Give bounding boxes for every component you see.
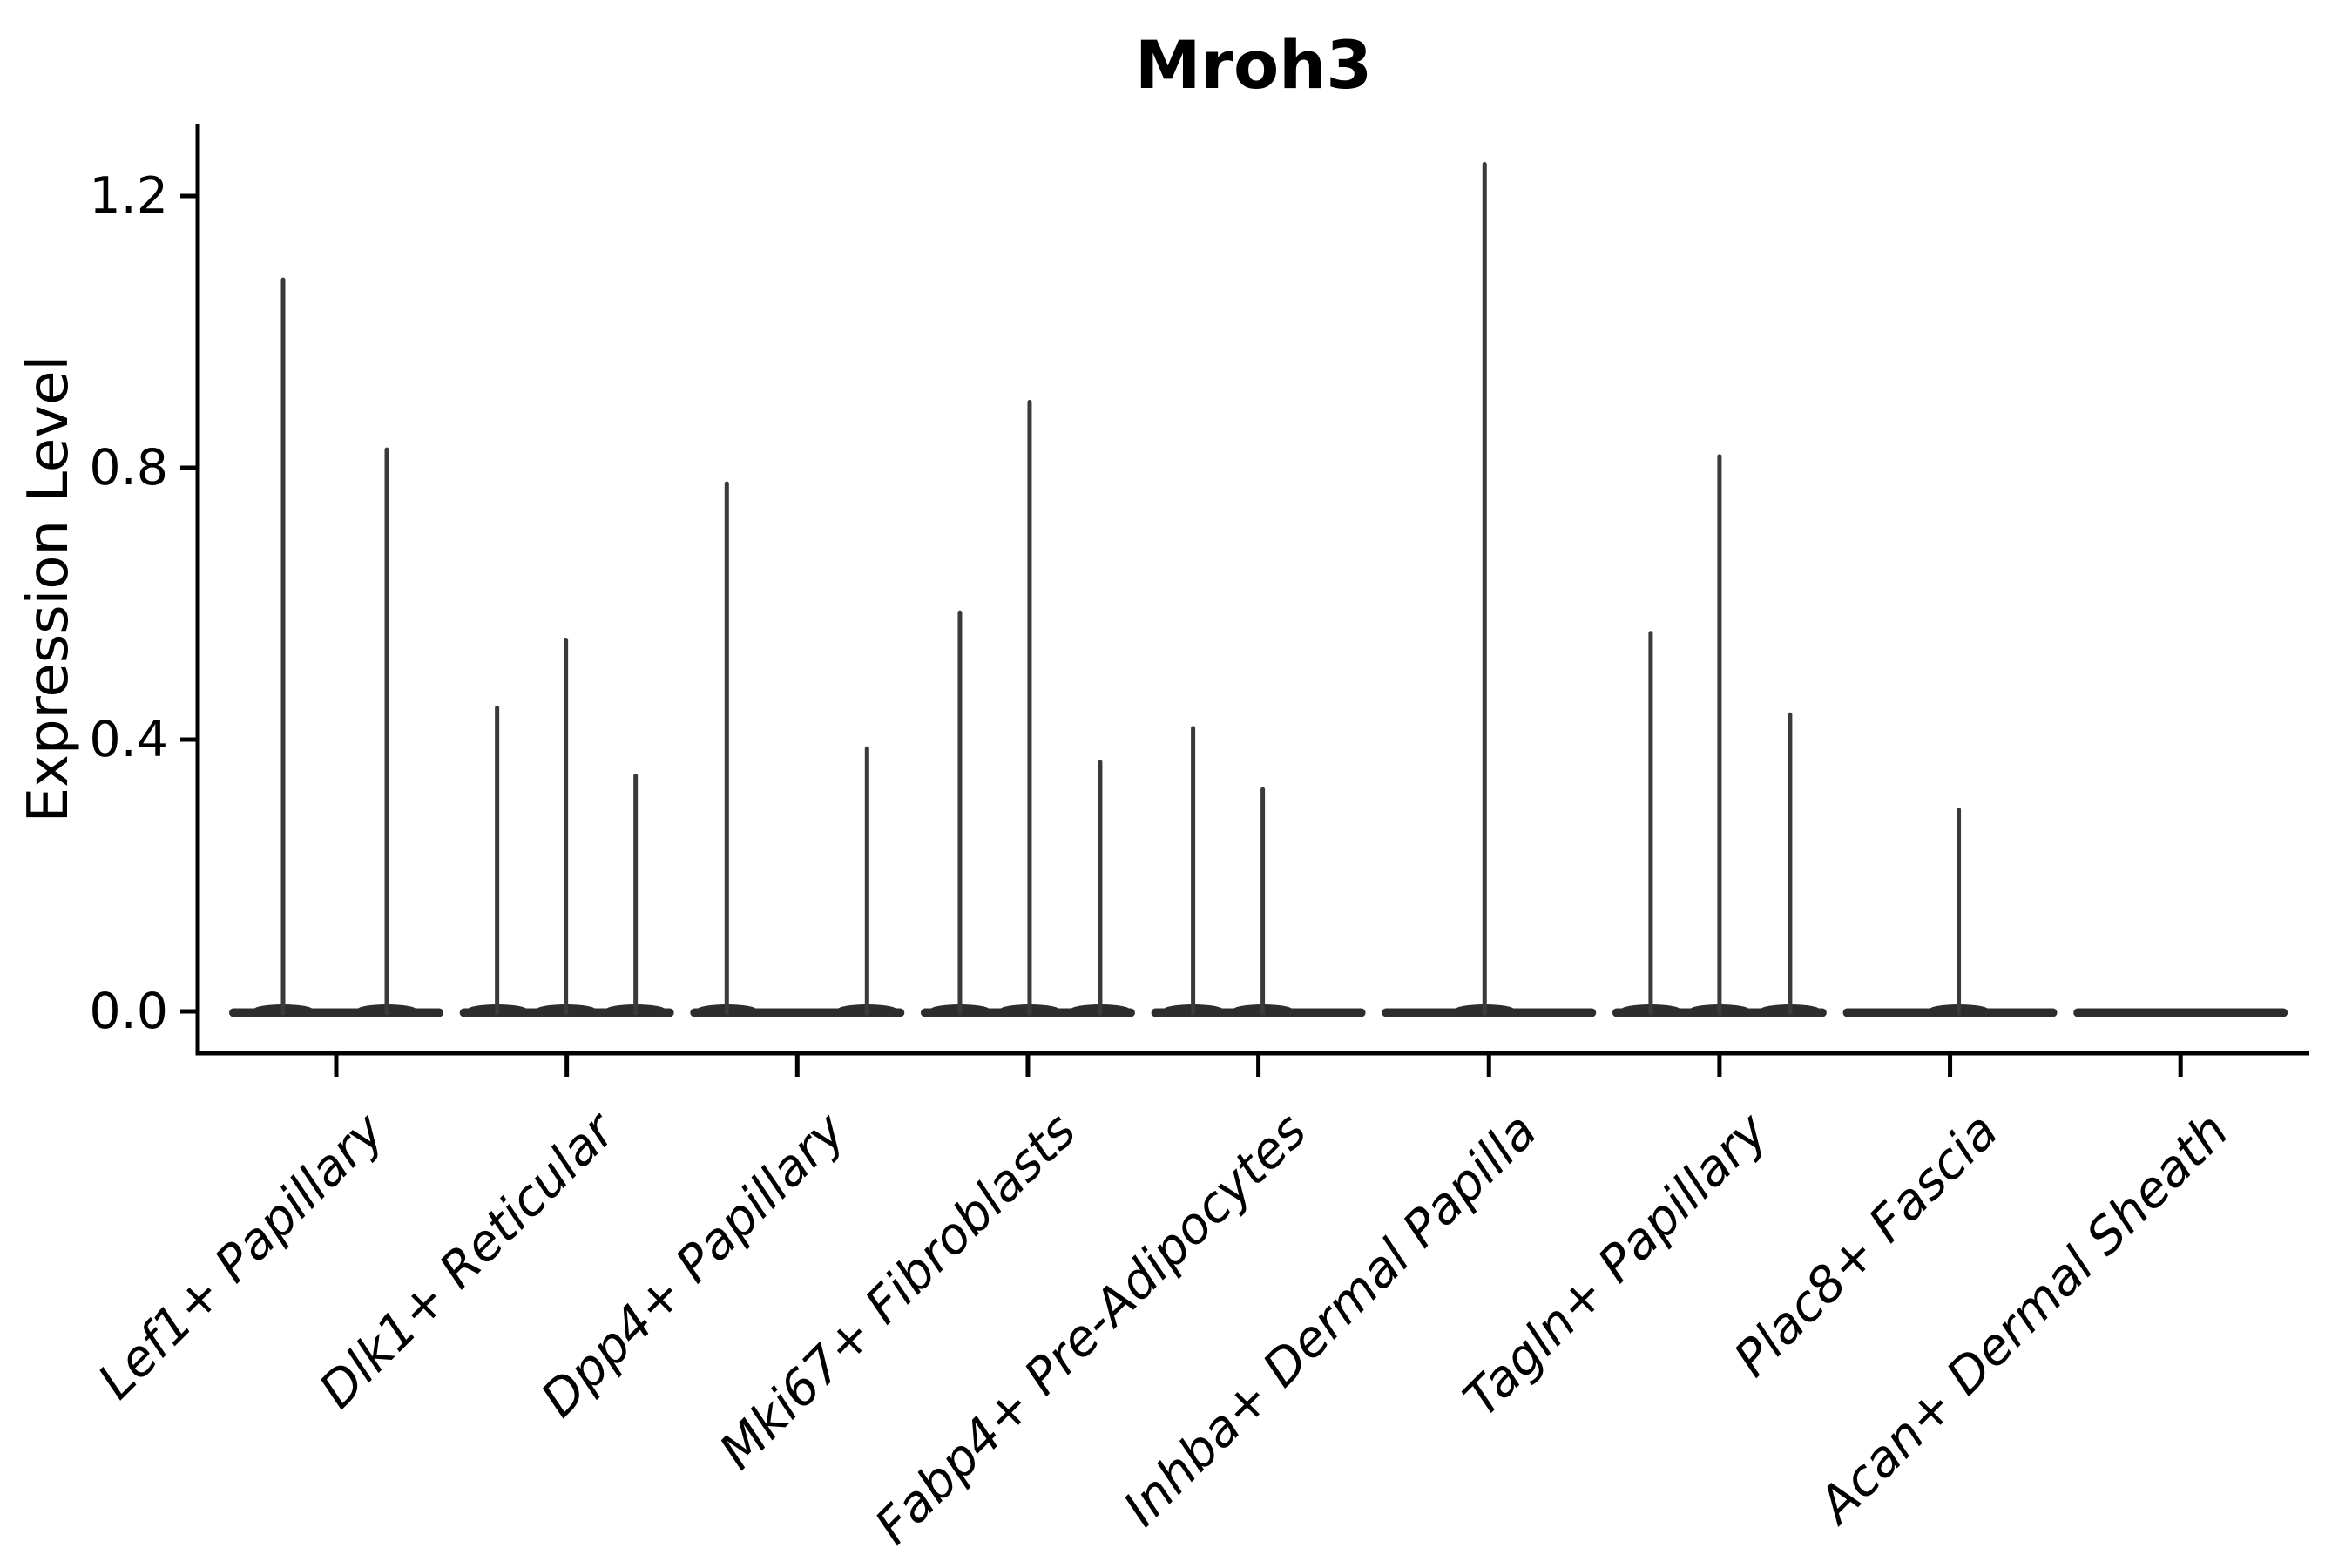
y-tick-label: 1.2 — [89, 167, 168, 225]
violin-base — [2073, 1008, 2288, 1017]
plot-title: Mroh3 — [1134, 26, 1373, 104]
x-category-label: Fabp4+ Pre-Adipocytes — [864, 1102, 1317, 1555]
y-axis-label: Expression Level — [17, 355, 81, 823]
y-tick-label: 0.0 — [89, 983, 168, 1040]
y-tick-label: 0.8 — [89, 439, 168, 497]
y-tick-label: 0.4 — [89, 711, 168, 768]
x-category-label: Acan+ Dermal Sheath — [1806, 1102, 2240, 1536]
x-category-label: Inhba+ Dermal Papilla — [1112, 1102, 1548, 1538]
